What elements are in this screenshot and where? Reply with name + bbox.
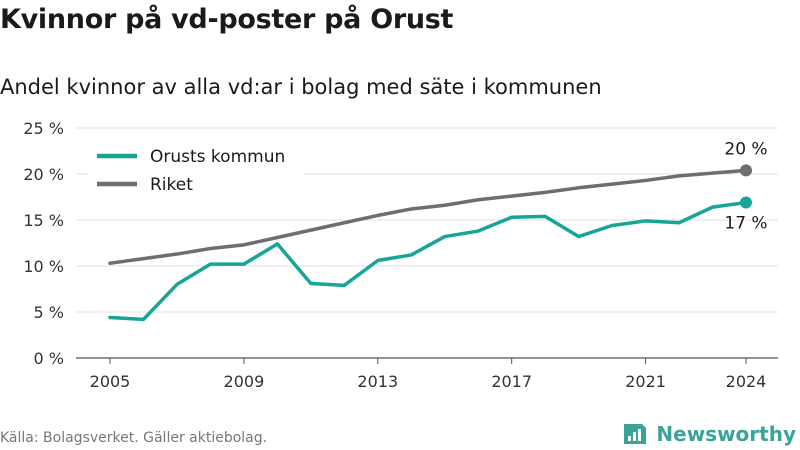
x-tick-label: 2024 — [726, 372, 767, 391]
series-end-point-orust — [740, 196, 752, 209]
legend-label-orust: Orusts kommun — [150, 147, 285, 167]
series-line-riket — [108, 168, 748, 265]
y-tick-label: 20 % — [23, 165, 64, 184]
end-label-riket: 20 % — [724, 139, 767, 159]
series-line-orust — [108, 200, 748, 322]
x-tick-label: 2009 — [224, 372, 265, 391]
source-note: Källa: Bolagsverket. Gäller aktiebolag. — [0, 430, 268, 446]
x-tick-label: 2005 — [90, 372, 131, 391]
brand-logo: Newsworthy — [622, 421, 796, 447]
legend-label-riket: Riket — [150, 175, 193, 195]
legend-background — [88, 140, 304, 200]
y-tick-label: 15 % — [23, 211, 64, 230]
brand-name: Newsworthy — [656, 422, 796, 446]
newsworthy-logo-icon — [624, 424, 647, 444]
series-end-point-riket — [740, 164, 752, 177]
end-label-orust: 17 % — [724, 214, 767, 234]
chart-subtitle: Andel kvinnor av alla vd:ar i bolag med … — [0, 75, 602, 99]
line-chart: 0 % 5 % 10 % 15 % 20 % 25 % 2005 2009 2013 2017 20… — [23, 119, 778, 391]
y-tick-label: 25 % — [23, 119, 64, 138]
chart-title: Kvinnor på vd-poster på Orust — [0, 4, 454, 35]
x-tick-label: 2013 — [357, 372, 398, 391]
x-tick-label: 2017 — [491, 372, 532, 391]
y-tick-label: 5 % — [34, 303, 64, 322]
y-tick-label: 0 % — [34, 349, 64, 368]
x-tick-label: 2021 — [625, 372, 666, 391]
y-tick-label: 10 % — [23, 257, 64, 276]
